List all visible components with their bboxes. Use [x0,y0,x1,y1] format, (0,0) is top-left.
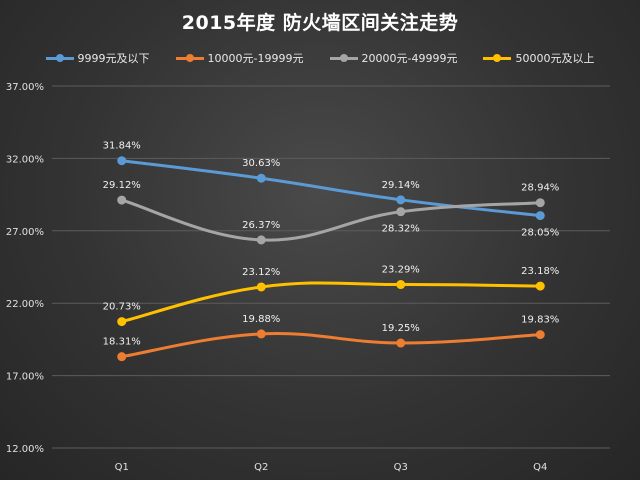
legend: 9999元及以下 10000元-19999元 20000元-49999元 50000元… [0,48,640,68]
data-label: 18.31% [103,337,141,348]
data-point [117,195,127,205]
data-point [117,156,127,166]
data-label: 23.29% [382,265,420,276]
data-point [256,282,266,292]
data-label: 31.84% [103,141,141,152]
data-label: 23.12% [242,267,280,278]
data-point [396,207,406,217]
x-tick-label: Q4 [533,462,547,473]
y-tick-label: 17.00% [6,372,44,383]
data-point [117,317,127,327]
data-point [535,330,545,340]
legend-label: 50000元及以上 [515,52,595,65]
data-label: 30.63% [242,158,280,169]
data-label: 20.73% [103,302,141,313]
y-tick-label: 12.00% [6,444,44,455]
legend-swatch [483,53,512,62]
y-tick-label: 22.00% [6,299,44,310]
legend-label: 10000元-19999元 [207,52,304,65]
series-line [120,159,542,218]
data-point [535,198,545,208]
series-line [120,332,542,359]
legend-label: 20000元-49999元 [361,52,458,65]
data-label: 19.25% [382,323,420,334]
data-point [396,338,406,348]
legend-label: 9999元及以下 [77,52,150,65]
series-line [120,198,542,242]
data-label: 19.83% [521,315,559,326]
data-point [256,235,266,245]
data-point [396,280,406,290]
series-line [120,281,542,324]
data-point [396,195,406,205]
data-label: 23.18% [521,266,559,277]
legend-swatch [329,53,358,62]
data-label: 28.94% [521,183,559,194]
data-point [535,281,545,291]
x-tick-label: Q1 [115,462,129,473]
y-tick-label: 32.00% [6,154,44,165]
legend-item: 10000元-19999元 [175,48,304,68]
data-point [256,329,266,339]
data-label: 28.05% [521,228,559,239]
data-point [256,173,266,183]
data-point [117,352,127,362]
x-tick-label: Q2 [254,462,268,473]
legend-swatch [45,53,74,62]
data-label: 26.37% [242,220,280,231]
data-label: 19.88% [242,314,280,325]
x-tick-label: Q3 [394,462,408,473]
y-tick-label: 27.00% [6,227,44,238]
legend-swatch [175,53,204,62]
data-label: 29.12% [103,180,141,191]
legend-item: 50000元及以上 [483,48,594,68]
data-label: 28.32% [382,224,420,235]
chart-title: 2015年度 防火墙区间关注走势 [181,12,459,34]
data-point [535,211,545,221]
legend-item: 20000元-49999元 [329,48,458,68]
data-label: 29.14% [382,180,420,191]
legend-item: 9999元及以下 [45,48,150,68]
y-tick-label: 37.00% [6,82,44,93]
